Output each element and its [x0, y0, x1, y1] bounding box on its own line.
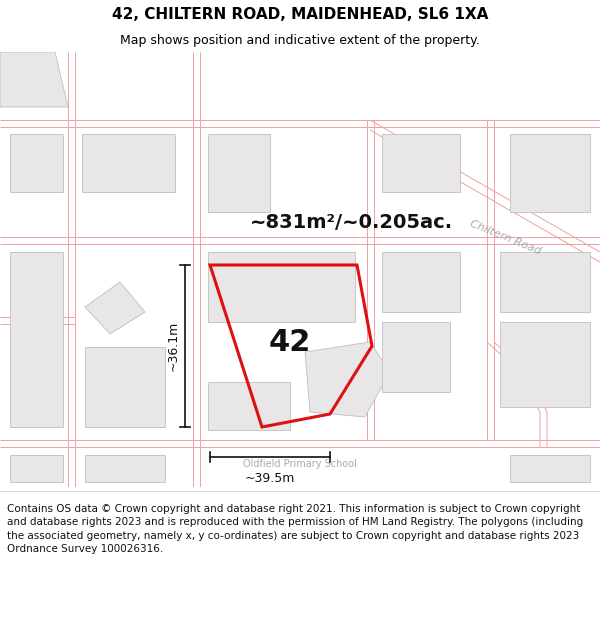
Text: ~831m²/~0.205ac.: ~831m²/~0.205ac. [250, 213, 453, 231]
Polygon shape [82, 134, 175, 192]
Polygon shape [500, 252, 590, 312]
Polygon shape [510, 455, 590, 482]
Polygon shape [382, 322, 450, 392]
Polygon shape [85, 455, 165, 482]
Polygon shape [208, 252, 355, 322]
Text: 42, CHILTERN ROAD, MAIDENHEAD, SL6 1XA: 42, CHILTERN ROAD, MAIDENHEAD, SL6 1XA [112, 7, 488, 22]
Polygon shape [85, 282, 145, 334]
Text: Map shows position and indicative extent of the property.: Map shows position and indicative extent… [120, 34, 480, 47]
Text: ~39.5m: ~39.5m [245, 472, 295, 485]
Polygon shape [85, 347, 165, 427]
Text: Oldfield Primary School: Oldfield Primary School [243, 459, 357, 469]
Text: Chiltern Road: Chiltern Road [468, 218, 542, 256]
Polygon shape [510, 134, 590, 212]
Polygon shape [382, 252, 460, 312]
Polygon shape [208, 382, 290, 430]
Text: 42: 42 [269, 328, 311, 356]
Polygon shape [208, 134, 270, 212]
Polygon shape [305, 342, 390, 417]
Polygon shape [0, 52, 68, 107]
Polygon shape [500, 322, 590, 407]
Text: Contains OS data © Crown copyright and database right 2021. This information is : Contains OS data © Crown copyright and d… [7, 504, 583, 554]
Polygon shape [10, 134, 63, 192]
Text: ~36.1m: ~36.1m [167, 321, 179, 371]
Polygon shape [10, 252, 63, 427]
Polygon shape [382, 134, 460, 192]
Polygon shape [10, 455, 63, 482]
